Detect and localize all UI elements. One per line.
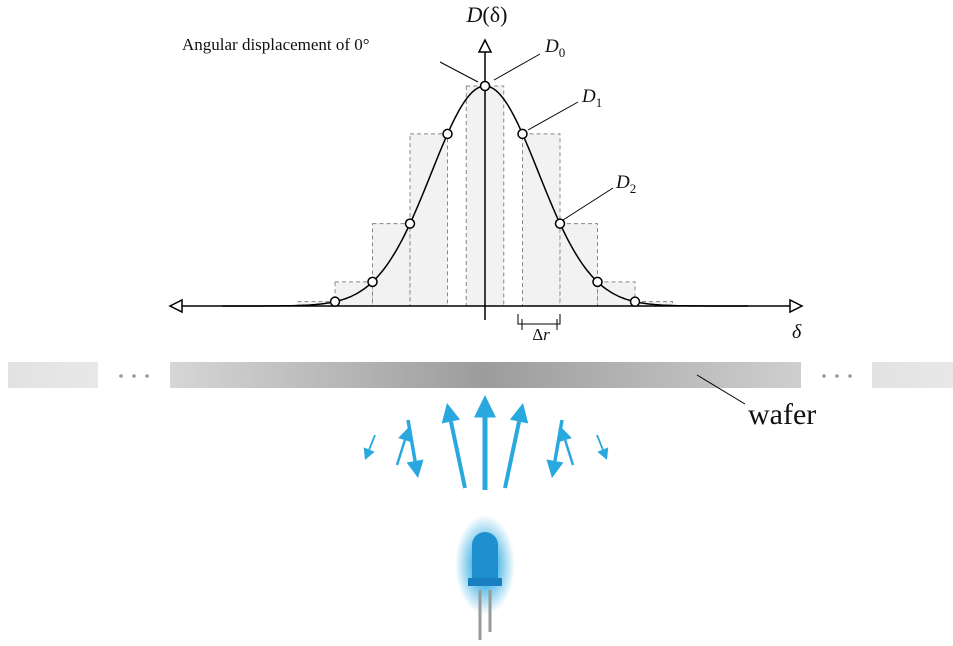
label-d0: D0: [544, 36, 565, 60]
ray-head: [441, 403, 461, 424]
sample-point: [404, 218, 416, 229]
light-rays: [363, 395, 609, 490]
label-d1: D1: [581, 86, 602, 110]
bin-width-label: Δr: [532, 325, 550, 344]
sample-point: [592, 276, 603, 288]
ray: [596, 434, 604, 450]
wafer-label: wafer: [748, 398, 816, 431]
x-axis-label: δ: [792, 321, 802, 343]
leader: [493, 53, 541, 81]
bin-bracket: [517, 314, 561, 330]
ray-head: [406, 459, 424, 478]
bin: [409, 133, 448, 307]
wafer: [170, 362, 801, 388]
bin: [334, 281, 373, 307]
leader: [562, 187, 614, 221]
arrowhead: [789, 298, 804, 314]
arrowhead: [477, 38, 493, 53]
bin: [522, 133, 561, 307]
ray-head: [398, 427, 412, 443]
ray-head: [509, 403, 529, 424]
sample-point: [442, 128, 453, 140]
annotation: Angular displacement of 0°: [182, 35, 370, 54]
ray: [395, 439, 407, 466]
y-axis-label: D(δ): [466, 2, 508, 27]
ray: [368, 434, 376, 450]
sample-point: [517, 128, 528, 140]
wafer-segment: [872, 362, 953, 388]
ray-head: [597, 447, 609, 460]
wafer-segment: [8, 362, 98, 388]
leader: [527, 101, 579, 131]
sample-points: [329, 80, 641, 307]
sample-point: [479, 80, 491, 92]
ray: [553, 419, 564, 462]
leader: [696, 374, 746, 405]
ray-head: [363, 447, 375, 460]
led-body: [472, 532, 498, 580]
ray: [563, 439, 575, 466]
sample-point: [329, 296, 341, 307]
ray-head: [546, 459, 564, 478]
ray: [503, 421, 522, 489]
bin: [597, 281, 636, 307]
sample-point: [554, 218, 566, 229]
ellipsis: [119, 374, 852, 378]
arrowhead: [168, 298, 183, 314]
ray-head: [558, 427, 572, 443]
sample-point: [629, 296, 641, 307]
label-d2: D2: [615, 172, 636, 196]
ray: [448, 421, 467, 489]
leader: [439, 61, 479, 83]
sample-point: [367, 276, 378, 288]
ray-head: [474, 395, 496, 418]
ray: [406, 419, 417, 462]
led-rim: [468, 578, 502, 586]
